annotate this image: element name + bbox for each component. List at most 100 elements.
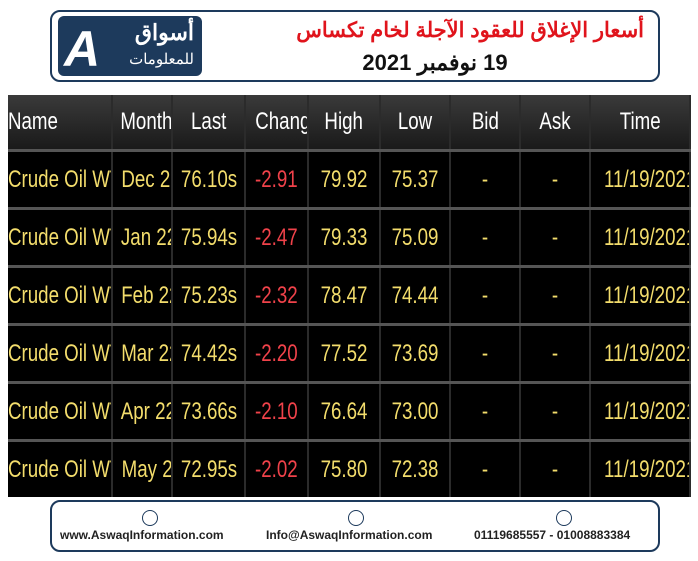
- table-cell-text: -2.32: [255, 281, 298, 309]
- table-cell: -2.20: [245, 323, 309, 383]
- table-cell-text: 11/19/2021: [604, 397, 690, 425]
- table-row: Crude Oil WTI Dec 21 76.10s -2.91 79.92 75.37…: [8, 149, 691, 209]
- table-cell: -: [520, 381, 591, 441]
- table-cell: 76.64: [308, 381, 381, 441]
- table-cell-text: Crude Oil WTI: [8, 339, 110, 367]
- column-header: Bid: [450, 95, 521, 151]
- table-cell: Crude Oil WTI: [8, 323, 113, 383]
- table-cell-text: -2.10: [255, 397, 298, 425]
- table-cell: 72.95s: [172, 439, 246, 497]
- email-icon: [348, 510, 364, 526]
- table-cell-text: 72.38: [391, 455, 439, 483]
- column-header: Time: [590, 95, 691, 151]
- column-header: Month: [112, 95, 173, 151]
- table-cell: -2.91: [245, 149, 309, 209]
- table-cell-text: 75.23s: [180, 281, 238, 309]
- table-cell: Crude Oil WTI: [8, 439, 113, 497]
- table-cell-text: -: [481, 397, 489, 425]
- table-cell-text: -: [481, 281, 489, 309]
- column-header: Last: [172, 95, 246, 151]
- logo-text: أسواق: [134, 20, 194, 45]
- table-row: Crude Oil WTI Jan 22 75.94s -2.47 79.33 75.09…: [8, 207, 691, 267]
- table-cell-text: -: [551, 281, 559, 309]
- table-cell: -: [450, 323, 521, 383]
- table-cell-text: 79.92: [320, 165, 368, 193]
- table-cell: Crude Oil WTI: [8, 207, 113, 267]
- table-cell: 11/19/2021: [590, 207, 691, 267]
- table-cell-text: 11/19/2021: [604, 223, 690, 251]
- table-cell: May 22: [112, 439, 173, 497]
- table-cell: 11/19/2021: [590, 265, 691, 325]
- table-cell-text: Apr 22: [120, 397, 172, 425]
- table-cell: -2.32: [245, 265, 309, 325]
- table-cell-text: -: [551, 223, 559, 251]
- column-header-text: Last: [190, 108, 227, 135]
- column-header: High: [308, 95, 381, 151]
- column-header-text: Low: [397, 108, 433, 135]
- table-cell: 75.23s: [172, 265, 246, 325]
- table-cell-text: -: [481, 339, 489, 367]
- table-cell: -: [520, 323, 591, 383]
- table-row: Crude Oil WTI Apr 22 73.66s -2.10 76.64 73.00…: [8, 381, 691, 441]
- title: أسعار الإغلاق للعقود الآجلة لخام تكساس: [296, 19, 644, 42]
- table-cell: 78.47: [308, 265, 381, 325]
- table-cell: -2.47: [245, 207, 309, 267]
- table-cell-text: 73.00: [391, 397, 439, 425]
- table-cell-text: 75.80: [320, 455, 368, 483]
- column-header-text: Change: [255, 108, 306, 135]
- table-cell: Mar 22: [112, 323, 173, 383]
- table-cell: 79.92: [308, 149, 381, 209]
- logo: A أسواق للمعلومات: [58, 16, 202, 77]
- table-cell-text: -: [551, 455, 559, 483]
- table-cell-text: -2.47: [255, 223, 298, 251]
- table-cell: 11/19/2021: [590, 323, 691, 383]
- table-cell: 75.94s: [172, 207, 246, 267]
- table-cell-text: -2.91: [255, 165, 298, 193]
- table-cell: 11/19/2021: [590, 149, 691, 209]
- table-cell: Crude Oil WTI: [8, 381, 113, 441]
- table-cell: 76.10s: [172, 149, 246, 209]
- table-cell-text: 11/19/2021: [604, 281, 690, 309]
- phone-icon: [556, 510, 572, 526]
- table-cell-text: 11/19/2021: [604, 165, 690, 193]
- table-cell-text: Mar 22: [121, 339, 170, 367]
- table-cell-text: 79.33: [320, 223, 368, 251]
- table-cell: -2.10: [245, 381, 309, 441]
- table-cell-text: -2.20: [255, 339, 298, 367]
- table-cell-text: 75.09: [391, 223, 439, 251]
- table-cell-text: Crude Oil WTI: [8, 223, 110, 251]
- table-row: Crude Oil WTI Mar 22 74.42s -2.20 77.52 73.69…: [8, 323, 691, 383]
- table-cell-text: 73.69: [391, 339, 439, 367]
- table-cell: Crude Oil WTI: [8, 265, 113, 325]
- column-header-text: Ask: [539, 108, 571, 135]
- column-header: Change: [245, 95, 309, 151]
- email: Info@AswaqInformation.com: [266, 528, 433, 542]
- table-cell: -: [520, 207, 591, 267]
- table-cell: Dec 21: [112, 149, 173, 209]
- table-cell: -: [520, 149, 591, 209]
- table-cell-text: 74.42s: [180, 339, 238, 367]
- table-cell: 73.66s: [172, 381, 246, 441]
- column-header-text: Name: [8, 108, 58, 135]
- table-cell: -: [450, 265, 521, 325]
- header-row: Name Month Last Change High Low Bid Ask Time: [8, 95, 691, 151]
- website: www.AswaqInformation.com: [60, 528, 224, 542]
- table-cell-text: Feb 22: [121, 281, 170, 309]
- table-cell: Feb 22: [112, 265, 173, 325]
- header: A أسواق للمعلومات أسعار الإغلاق للعقود ا…: [50, 10, 660, 82]
- date: 19 نوفمبر 2021: [362, 50, 508, 75]
- table-cell: -2.02: [245, 439, 309, 497]
- table-cell-text: 78.47: [320, 281, 368, 309]
- phone: 01119685557 - 01008883384: [474, 528, 631, 542]
- table-cell-text: 74.44: [391, 281, 439, 309]
- table-cell: 72.38: [380, 439, 451, 497]
- column-header-text: Time: [619, 108, 661, 135]
- table-cell: -: [450, 207, 521, 267]
- table-cell-text: Crude Oil WTI: [8, 397, 110, 425]
- table-cell: 73.69: [380, 323, 451, 383]
- prices-table: Name Month Last Change High Low Bid Ask Time Cru…: [8, 95, 691, 497]
- table-cell-text: -: [481, 455, 489, 483]
- logo-mark: A: [64, 21, 101, 77]
- table-cell-text: 75.94s: [180, 223, 238, 251]
- table-cell-text: 76.10s: [180, 165, 238, 193]
